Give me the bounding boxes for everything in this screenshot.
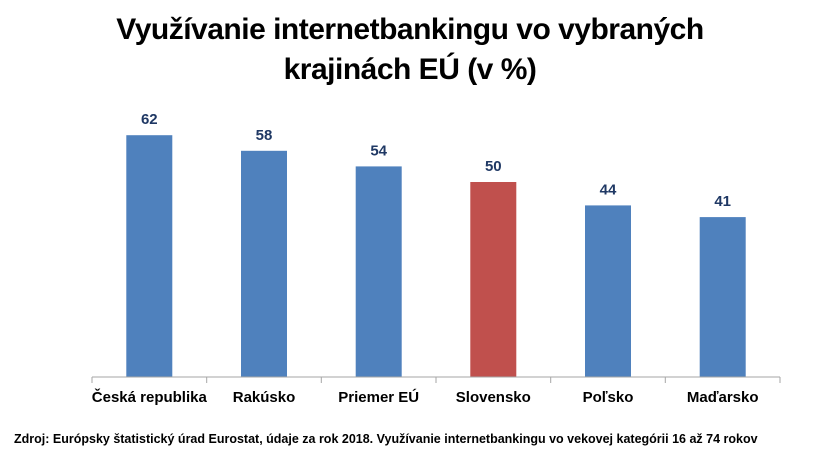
data-label-ceska-republika: 62 bbox=[141, 111, 158, 128]
data-label-rakusko: 58 bbox=[256, 127, 273, 144]
bars-group: 62 58 54 50 44 41 bbox=[126, 111, 746, 377]
tick-label-madarsko: Maďarsko bbox=[687, 389, 759, 406]
bar-madarsko bbox=[699, 217, 746, 377]
data-label-slovensko: 50 bbox=[485, 158, 502, 175]
bar-rakusko bbox=[241, 150, 287, 377]
bar-ceska-republika bbox=[126, 135, 173, 377]
tick-label-ceska-republika: Česká republika bbox=[92, 388, 208, 406]
chart-title: Využívanie internetbankingu vo vybraných… bbox=[0, 10, 820, 90]
data-label-madarsko: 41 bbox=[714, 193, 731, 210]
x-axis: Česká republika Rakúsko Priemer EÚ Slovensk… bbox=[91, 376, 781, 406]
chart-title-line-1: Využívanie internetbankingu vo vybraných bbox=[116, 13, 704, 46]
tick-label-polsko: Poľsko bbox=[583, 389, 634, 406]
data-label-priemer-eu: 54 bbox=[370, 142, 387, 159]
tick-label-priemer-eu: Priemer EÚ bbox=[338, 388, 419, 406]
source-note: Zdroj: Európsky štatistický úrad Eurosta… bbox=[14, 432, 758, 446]
bar-priemer-eu bbox=[355, 166, 402, 377]
bar-slovensko bbox=[470, 182, 517, 377]
tick-label-slovensko: Slovensko bbox=[456, 389, 531, 406]
chart-title-line-2: krajinách EÚ (v %) bbox=[283, 53, 537, 86]
data-label-polsko: 44 bbox=[600, 181, 617, 198]
bar-polsko bbox=[585, 205, 631, 377]
tick-label-rakusko: Rakúsko bbox=[233, 389, 296, 406]
